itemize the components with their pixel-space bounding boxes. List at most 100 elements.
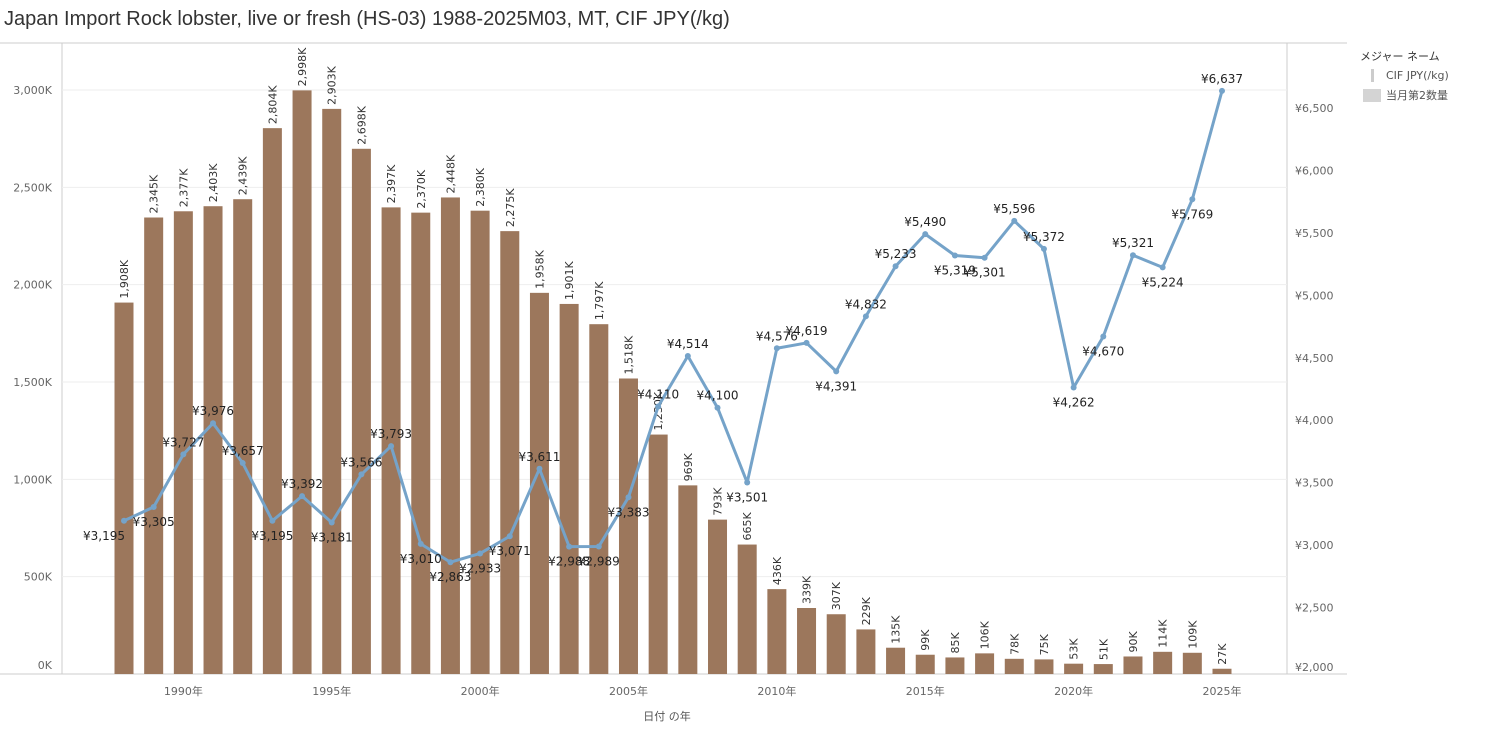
line-point xyxy=(1189,196,1196,203)
line-label: ¥3,793 xyxy=(370,427,412,441)
bar-label: 2,380K xyxy=(474,167,487,206)
bar-label: 2,439K xyxy=(237,156,250,195)
bar-label: 53K xyxy=(1068,638,1081,660)
bar xyxy=(322,108,342,674)
line-point xyxy=(239,460,246,467)
bar xyxy=(945,657,965,674)
x-tick-label: 1990年 xyxy=(164,684,203,698)
line-point xyxy=(269,517,276,524)
bar-label: 51K xyxy=(1097,638,1110,660)
bar-label: 665K xyxy=(741,512,754,541)
line-label: ¥3,071 xyxy=(489,544,531,558)
bar xyxy=(826,614,846,674)
bar xyxy=(292,90,312,674)
y-right-tick-label: ¥5,500 xyxy=(1295,227,1334,240)
bar-label: 969K xyxy=(682,452,695,481)
line-point xyxy=(803,339,810,346)
bar-label: 2,403K xyxy=(207,163,220,202)
bar xyxy=(351,148,371,675)
bar-label: 85K xyxy=(949,631,962,653)
bar xyxy=(648,434,668,674)
bar xyxy=(559,303,579,674)
y-left-tick-label: 3,000K xyxy=(13,84,52,97)
line-point xyxy=(625,494,632,501)
line-point xyxy=(1040,245,1047,252)
line-point xyxy=(684,353,691,360)
bar xyxy=(500,231,520,674)
line-point xyxy=(833,368,840,375)
line-label: ¥4,110 xyxy=(637,387,679,401)
line-label: ¥5,301 xyxy=(964,266,1006,280)
bar xyxy=(915,654,935,674)
y-right-tick-label: ¥3,500 xyxy=(1295,477,1334,490)
bar-label: 99K xyxy=(919,629,932,651)
bar xyxy=(1182,652,1202,674)
line-label: ¥5,372 xyxy=(1023,230,1065,244)
line-point xyxy=(862,313,869,320)
bar xyxy=(262,128,282,674)
legend-item-quantity[interactable]: 当月第2数量 xyxy=(1363,87,1449,103)
price-line xyxy=(123,90,1224,564)
bar-label: 436K xyxy=(771,556,784,585)
y-right-tick-label: ¥2,500 xyxy=(1295,602,1334,615)
line-point xyxy=(388,443,395,450)
bar xyxy=(173,211,193,674)
line-label: ¥2,933 xyxy=(459,561,501,575)
bar-label: 2,698K xyxy=(355,105,368,144)
line-point xyxy=(210,420,217,427)
line-label: ¥3,383 xyxy=(607,505,649,519)
line-label: ¥5,490 xyxy=(904,215,946,229)
line-point xyxy=(328,519,335,526)
legend: メジャー ネーム CIF JPY(/kg) 当月第2数量 xyxy=(1360,48,1449,103)
line-label: ¥3,305 xyxy=(133,515,175,529)
bar xyxy=(975,653,995,674)
bar-label: 90K xyxy=(1127,630,1140,652)
bar xyxy=(618,378,638,674)
bar xyxy=(440,197,460,674)
legend-title: メジャー ネーム xyxy=(1360,50,1440,63)
bar-label: 2,377K xyxy=(177,168,190,207)
y-right-tick-label: ¥4,000 xyxy=(1295,414,1334,427)
line-label: ¥4,576 xyxy=(756,329,798,343)
bar xyxy=(203,206,223,674)
line-label: ¥3,195 xyxy=(83,529,125,543)
bar-label: 2,448K xyxy=(444,154,457,193)
bar-label: 2,397K xyxy=(385,164,398,203)
bar-label: 1,518K xyxy=(622,335,635,374)
bar xyxy=(797,608,817,674)
line-point xyxy=(1219,87,1225,94)
line-point xyxy=(506,533,513,540)
line-label: ¥5,769 xyxy=(1171,207,1213,221)
bar-label: 27K xyxy=(1216,643,1229,665)
line-label: ¥5,224 xyxy=(1142,275,1184,289)
line-point xyxy=(1159,264,1166,271)
line-point xyxy=(180,451,187,458)
line-label: ¥3,727 xyxy=(162,435,204,449)
line-label: ¥5,596 xyxy=(993,202,1035,216)
line-label: ¥3,010 xyxy=(400,552,442,566)
line-point xyxy=(1011,217,1018,224)
y-right-tick-label: ¥5,000 xyxy=(1295,289,1334,302)
line-point xyxy=(595,543,602,550)
line-label: ¥6,637 xyxy=(1201,72,1243,86)
line-swatch-icon xyxy=(1371,69,1374,82)
bar xyxy=(470,210,490,674)
y-left-tick-label: 0K xyxy=(38,659,53,672)
bar xyxy=(529,292,549,674)
bar xyxy=(381,207,401,674)
bar xyxy=(1004,658,1024,674)
bar xyxy=(1123,656,1143,674)
bar xyxy=(411,212,431,674)
bar-label: 2,345K xyxy=(148,174,161,213)
line-label: ¥4,514 xyxy=(667,337,709,351)
bar xyxy=(114,302,134,674)
x-tick-label: 1995年 xyxy=(312,684,351,698)
line-point xyxy=(358,471,365,478)
line-label: ¥2,863 xyxy=(429,570,471,584)
bar-label: 339K xyxy=(801,575,814,604)
legend-item-price[interactable]: CIF JPY(/kg) xyxy=(1363,69,1449,82)
line-label: ¥3,657 xyxy=(222,444,264,458)
line-point xyxy=(1070,384,1077,391)
line-point xyxy=(417,540,424,547)
